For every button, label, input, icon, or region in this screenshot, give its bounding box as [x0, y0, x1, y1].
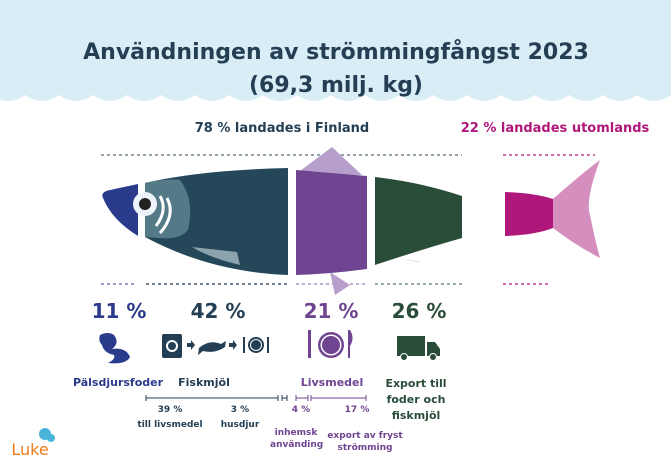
fish-body-livsmedel [296, 170, 367, 275]
sub-label-inhemsk: inhemsk använding [270, 428, 324, 450]
dorsal-fin [296, 147, 362, 175]
fish-head [102, 184, 138, 236]
sub-label-husdjur: husdjur [220, 420, 260, 430]
luke-logo-text: Luke [11, 440, 49, 459]
landed-finland: 78 % landades i Finland [194, 121, 370, 136]
range-lines [101, 154, 595, 285]
label-fiskmjol: Fiskmjöl [178, 376, 230, 389]
sub-percent-husdjur: 3 % [230, 405, 250, 415]
truck-icon [397, 336, 440, 361]
feed-to-fish-to-plate-icon [162, 334, 269, 358]
sub-percent-export: 17 % [344, 405, 370, 415]
luke-logo [39, 428, 55, 442]
fish-tail-abroad [553, 160, 600, 258]
label-export: Export till foder och fiskmjöl [385, 377, 447, 422]
sub-label-livsmedel: till livsmedel [137, 420, 203, 430]
mink-icon [99, 333, 130, 364]
landed-abroad: 22 % landades utomlands [460, 121, 650, 136]
plate-cutlery-icon [308, 330, 353, 358]
subtitle: (69,3 milj. kg) [249, 73, 423, 98]
ventral-fin [330, 272, 350, 295]
percent-export: 26 % [391, 299, 447, 323]
fish-body-export [375, 177, 462, 265]
sub-percent-inhemsk: 4 % [291, 405, 311, 415]
percent-palsdjursfoder: 11 % [91, 299, 147, 323]
pectoral-fin [192, 247, 240, 265]
title: Användningen av strömmingfångst 2023 [83, 40, 589, 65]
wave-background [0, 0, 671, 101]
percent-livsmedel: 21 % [303, 299, 359, 323]
sub-brackets [145, 395, 367, 401]
label-livsmedel: Livsmedel [300, 376, 364, 389]
sub-percent-livsmedel: 39 % [157, 405, 183, 415]
anal-fin [400, 258, 420, 262]
percent-fiskmjol: 42 % [190, 299, 246, 323]
sub-label-export: export av fryst strömming [327, 431, 403, 453]
label-palsdjursfoder: Pälsdjursfoder [72, 376, 164, 389]
